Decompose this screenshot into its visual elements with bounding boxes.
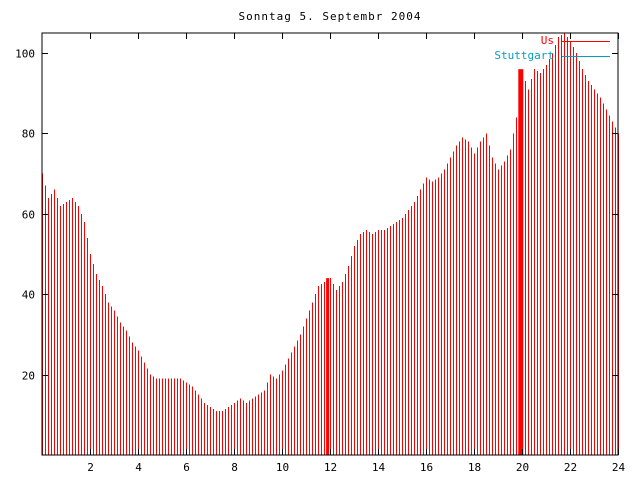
y-tick-label: 100	[15, 48, 35, 61]
x-tick-label: 6	[183, 461, 190, 474]
x-tick-label: 16	[420, 461, 433, 474]
bars-series	[42, 33, 619, 455]
x-tick-label: 18	[468, 461, 481, 474]
x-tick-label: 22	[564, 461, 577, 474]
y-tick-label: 60	[22, 209, 35, 222]
solid-spike	[518, 69, 524, 456]
y-tick-label: 80	[22, 128, 35, 141]
legend-row-1: Stuttgart	[494, 50, 610, 62]
x-tick-label: 4	[135, 461, 142, 474]
legend-line-sample	[562, 40, 610, 42]
y-tick-label: 40	[22, 289, 35, 302]
legend-row-0: Us	[541, 35, 610, 47]
chart-title: Sonntag 5. Septembr 2004	[238, 10, 422, 23]
x-tick-label: 20	[516, 461, 529, 474]
legend-label: Stuttgart	[494, 49, 554, 62]
legend-line-sample	[562, 55, 610, 57]
x-tick-label: 2	[87, 461, 94, 474]
x-tick-label: 10	[276, 461, 289, 474]
axis-ticks	[42, 33, 619, 455]
x-tick-label: 24	[612, 461, 626, 474]
x-tick-label: 8	[231, 461, 238, 474]
legend-label: Us	[540, 34, 554, 47]
x-tick-label: 14	[372, 461, 386, 474]
solid-spike	[326, 278, 330, 455]
legend: Us Stuttgart	[494, 35, 610, 62]
y-tick-label: 20	[22, 370, 35, 383]
x-tick-label: 12	[324, 461, 337, 474]
